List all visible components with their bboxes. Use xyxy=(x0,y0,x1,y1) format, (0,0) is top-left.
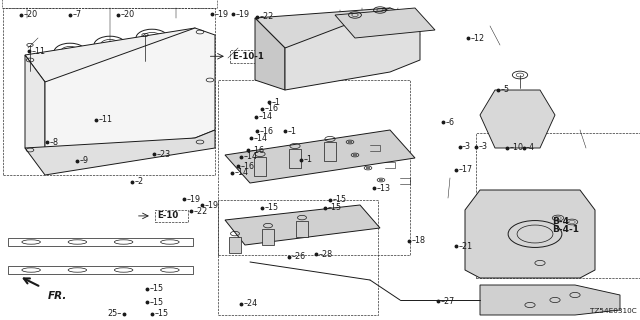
Text: –17: –17 xyxy=(458,165,472,174)
Polygon shape xyxy=(228,237,241,253)
Text: –10: –10 xyxy=(509,143,524,152)
Text: –3: –3 xyxy=(462,142,471,151)
Polygon shape xyxy=(289,149,301,168)
Text: –1: –1 xyxy=(271,98,280,107)
Polygon shape xyxy=(255,8,420,48)
Text: –13: –13 xyxy=(376,184,390,193)
Polygon shape xyxy=(255,18,285,90)
Text: –2: –2 xyxy=(135,177,144,186)
Text: E-10-1: E-10-1 xyxy=(227,52,264,61)
Text: –11: –11 xyxy=(31,47,45,56)
Circle shape xyxy=(379,179,383,181)
Circle shape xyxy=(353,154,357,156)
Bar xyxy=(3,8,215,175)
Text: FR.: FR. xyxy=(47,291,67,301)
Text: –14: –14 xyxy=(234,168,248,177)
Bar xyxy=(8,238,193,246)
Text: –16: –16 xyxy=(241,162,255,171)
Text: –20: –20 xyxy=(121,10,135,19)
Text: –9: –9 xyxy=(79,156,88,165)
Text: –19: –19 xyxy=(187,195,201,204)
Text: –19: –19 xyxy=(205,201,219,210)
Text: –15: –15 xyxy=(154,309,168,318)
Polygon shape xyxy=(262,229,275,245)
Text: –1: –1 xyxy=(303,156,312,164)
Polygon shape xyxy=(225,205,380,245)
Text: –14: –14 xyxy=(253,134,268,143)
Text: –16: –16 xyxy=(260,127,274,136)
Bar xyxy=(218,80,410,255)
Polygon shape xyxy=(335,8,435,38)
Text: –1: –1 xyxy=(287,127,296,136)
Text: –8: –8 xyxy=(50,138,59,147)
Text: –14: –14 xyxy=(259,112,273,121)
Text: –3: –3 xyxy=(479,142,488,151)
Text: TZ54E0310C: TZ54E0310C xyxy=(590,308,637,314)
Text: –15: –15 xyxy=(328,204,342,212)
Polygon shape xyxy=(253,157,266,176)
Text: –26: –26 xyxy=(292,252,306,261)
Bar xyxy=(2,0,217,8)
Polygon shape xyxy=(25,28,215,82)
Text: –5: –5 xyxy=(500,85,509,94)
Polygon shape xyxy=(324,142,337,161)
Text: –19: –19 xyxy=(236,10,250,19)
Text: –24: –24 xyxy=(244,300,258,308)
Bar xyxy=(155,210,188,222)
Text: –16: –16 xyxy=(265,104,279,113)
Text: –22: –22 xyxy=(260,12,274,21)
Polygon shape xyxy=(225,130,415,183)
Text: –22: –22 xyxy=(193,207,207,216)
Text: –6: –6 xyxy=(445,118,454,127)
Text: –15: –15 xyxy=(333,196,347,204)
Text: –15: –15 xyxy=(149,284,163,293)
Text: 25–: 25– xyxy=(108,309,122,318)
Text: –16: –16 xyxy=(250,146,264,155)
Text: –21: –21 xyxy=(458,242,472,251)
Text: B-4: B-4 xyxy=(552,217,569,226)
Polygon shape xyxy=(25,55,45,158)
Polygon shape xyxy=(296,221,308,237)
Text: B-4-1: B-4-1 xyxy=(552,225,579,234)
Text: –7: –7 xyxy=(72,10,81,19)
Text: –15: –15 xyxy=(265,204,279,212)
Text: –19: –19 xyxy=(215,10,229,19)
Circle shape xyxy=(348,141,352,143)
Bar xyxy=(218,200,378,315)
Text: –4: –4 xyxy=(526,143,535,152)
Text: E-10: E-10 xyxy=(157,212,178,220)
Bar xyxy=(476,133,640,278)
Text: –11: –11 xyxy=(99,116,113,124)
Text: –14: –14 xyxy=(244,152,258,161)
Text: –18: –18 xyxy=(412,236,426,245)
Polygon shape xyxy=(285,8,420,90)
Polygon shape xyxy=(480,90,555,148)
Text: 2015 Acura MDX Fuel Injector (3.5L): 2015 Acura MDX Fuel Injector (3.5L) xyxy=(251,311,389,320)
Polygon shape xyxy=(45,28,215,158)
Text: –15: –15 xyxy=(149,298,163,307)
Bar xyxy=(230,50,263,63)
Bar xyxy=(8,266,193,274)
Circle shape xyxy=(366,167,370,169)
Polygon shape xyxy=(25,130,215,175)
Polygon shape xyxy=(465,190,595,278)
Text: –28: –28 xyxy=(319,250,333,259)
Text: –12: –12 xyxy=(471,34,485,43)
Text: –20: –20 xyxy=(24,10,38,19)
Polygon shape xyxy=(480,285,620,315)
Text: –23: –23 xyxy=(156,150,170,159)
Text: –27: –27 xyxy=(441,297,455,306)
